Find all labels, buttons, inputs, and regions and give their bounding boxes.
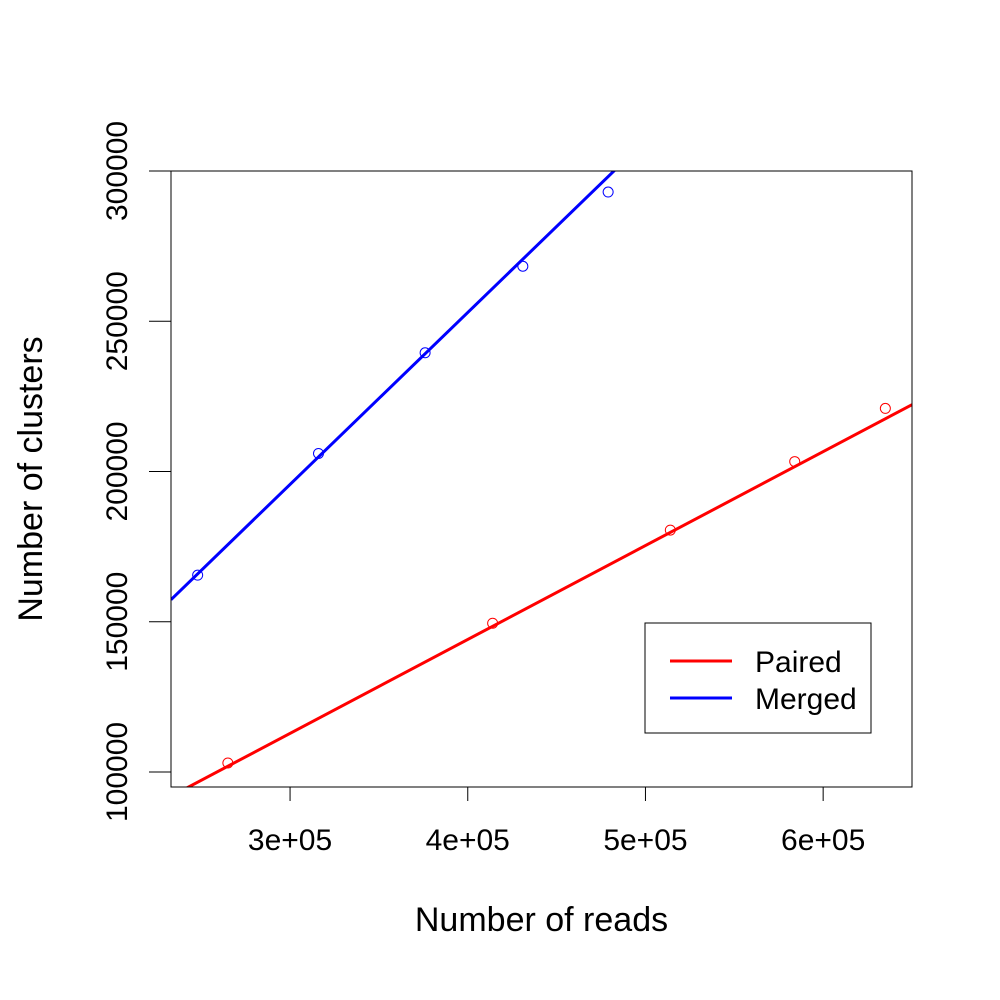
x-axis-label: Number of reads (415, 901, 668, 939)
x-tick-label: 5e+05 (603, 824, 687, 857)
data-point-merged (419, 347, 431, 359)
data-point-merged (192, 569, 204, 581)
data-point-merged (602, 186, 614, 198)
x-tick-label: 3e+05 (248, 824, 332, 857)
y-tick-label: 200000 (101, 421, 134, 521)
y-axis: 100000 150000 200000 250000 300000 (101, 121, 172, 822)
data-point-paired (222, 757, 234, 769)
y-tick-label: 250000 (101, 271, 134, 371)
x-tick-label: 4e+05 (426, 824, 510, 857)
fit-line-merged (171, 171, 617, 601)
fit-line-paired (185, 403, 912, 787)
y-tick-label: 300000 (101, 121, 134, 221)
y-tick-label: 100000 (101, 722, 134, 822)
fit-lines (171, 171, 912, 787)
data-points (192, 186, 891, 769)
data-point-merged (517, 260, 529, 272)
data-point-paired (789, 456, 801, 468)
x-axis: 3e+05 4e+05 5e+05 6e+05 (248, 786, 865, 857)
x-tick-label: 6e+05 (781, 824, 865, 857)
legend-label-paired: Paired (755, 646, 842, 679)
data-point-paired (664, 524, 676, 536)
y-axis-label: Number of clusters (12, 336, 50, 621)
data-point-merged (312, 447, 324, 459)
data-point-paired (879, 402, 891, 414)
legend: Paired Merged (644, 622, 872, 734)
y-tick-label: 150000 (101, 572, 134, 672)
legend-box (644, 622, 872, 734)
legend-label-merged: Merged (755, 683, 857, 716)
data-point-paired (487, 617, 499, 629)
